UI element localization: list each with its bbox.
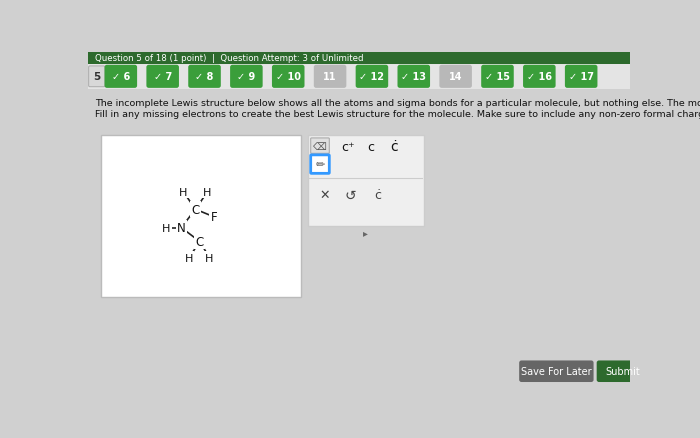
Text: ▸: ▸ [363,227,368,237]
Text: H: H [162,223,170,233]
Text: ↺: ↺ [344,188,356,202]
FancyBboxPatch shape [89,67,105,88]
Text: c: c [368,141,374,154]
Text: F: F [211,211,217,224]
Text: H: H [179,187,188,198]
FancyBboxPatch shape [565,66,598,88]
Text: ✏: ✏ [315,160,325,170]
FancyBboxPatch shape [307,135,424,226]
Text: Submit: Submit [605,367,640,376]
Text: The incomplete Lewis structure below shows all the atoms and sigma bonds for a p: The incomplete Lewis structure below sho… [95,99,700,108]
Text: ⌫: ⌫ [313,141,327,151]
Text: ✓ 15: ✓ 15 [485,72,510,82]
FancyBboxPatch shape [104,66,137,88]
Text: ċ: ċ [374,189,381,202]
Text: Question 5 of 18 (1 point)  |  Question Attempt: 3 of Unlimited: Question 5 of 18 (1 point) | Question At… [95,54,364,63]
Text: 14: 14 [449,72,463,82]
Text: H: H [203,187,211,198]
Text: ✓ 9: ✓ 9 [237,72,256,82]
FancyBboxPatch shape [481,66,514,88]
FancyBboxPatch shape [440,66,472,88]
FancyBboxPatch shape [523,66,556,88]
Text: N: N [177,222,186,234]
Text: ✕: ✕ [319,189,330,202]
Text: 11: 11 [323,72,337,82]
FancyBboxPatch shape [314,66,346,88]
Text: 5: 5 [93,72,100,82]
FancyBboxPatch shape [311,138,329,154]
FancyBboxPatch shape [230,66,262,88]
Text: H: H [205,253,214,263]
Text: C: C [191,203,200,216]
Text: Save For Later: Save For Later [521,367,592,376]
Text: ✓ 16: ✓ 16 [527,72,552,82]
Text: H: H [185,253,193,263]
FancyBboxPatch shape [272,66,304,88]
Text: ✓ 7: ✓ 7 [153,72,172,82]
Text: ✓ 12: ✓ 12 [359,72,384,82]
FancyBboxPatch shape [356,66,389,88]
FancyBboxPatch shape [102,135,302,297]
Text: ✓ 8: ✓ 8 [195,72,214,82]
Text: C: C [195,236,204,248]
FancyBboxPatch shape [519,360,594,382]
FancyBboxPatch shape [88,53,630,65]
FancyBboxPatch shape [398,66,430,88]
Text: c⁺: c⁺ [341,141,355,154]
Text: ċ: ċ [391,140,398,154]
Text: ✓ 10: ✓ 10 [276,72,301,82]
Text: ✓ 17: ✓ 17 [568,72,594,82]
Text: Fill in any missing electrons to create the best Lewis structure for the molecul: Fill in any missing electrons to create … [95,110,700,118]
FancyBboxPatch shape [596,360,648,382]
FancyBboxPatch shape [146,66,179,88]
FancyBboxPatch shape [188,66,220,88]
Text: ✓ 13: ✓ 13 [401,72,426,82]
Text: ✓ 6: ✓ 6 [112,72,130,82]
FancyBboxPatch shape [311,155,329,174]
FancyBboxPatch shape [88,65,630,89]
